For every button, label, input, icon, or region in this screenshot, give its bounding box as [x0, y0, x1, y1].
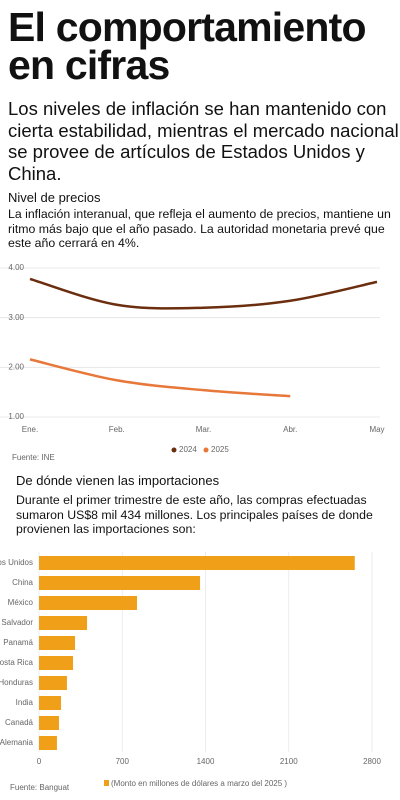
x-tick-label: Mar.: [196, 425, 212, 434]
chart-title: De dónde vienen las importaciones: [16, 473, 220, 488]
line-series: [29, 277, 378, 310]
chart-description: Durante el primer trimestre de este año,…: [16, 493, 373, 536]
title: El comportamiento en cifras: [8, 4, 367, 88]
y-tick-label: 2.00: [8, 362, 24, 371]
y-tick-label: México: [8, 598, 34, 607]
bar: [39, 556, 355, 570]
bar: [39, 676, 67, 690]
x-tick-label: Feb.: [109, 425, 125, 434]
x-tick-label: 2800: [363, 757, 381, 766]
y-tick-label: Costa Rica: [0, 658, 34, 667]
y-tick-label: El Salvador: [0, 618, 33, 627]
x-tick-label: 1400: [197, 757, 215, 766]
y-tick-label: Panamá: [3, 638, 33, 647]
bar: [39, 736, 57, 750]
legend-swatch: [203, 447, 209, 453]
subtitle: Los niveles de inflación se han mantenid…: [8, 98, 399, 184]
source: Fuente: INE: [12, 453, 55, 462]
x-tick-label: 0: [37, 757, 42, 766]
x-tick-label: Ene.: [22, 425, 38, 434]
chart-description: La inflación interanual, que refleja el …: [8, 207, 391, 250]
bar: [39, 576, 201, 590]
bar: [39, 696, 62, 710]
bar: [39, 716, 59, 730]
legend-swatch: [171, 447, 177, 453]
y-tick-label: China: [12, 578, 33, 587]
y-tick-label: Estados Unidos: [0, 558, 33, 567]
bar: [39, 596, 137, 610]
legend-label: 2025: [211, 445, 229, 454]
x-tick-label: Abr.: [283, 425, 297, 434]
bar: [39, 616, 88, 630]
y-tick-label: Canadá: [5, 718, 34, 727]
y-tick-label: India: [16, 698, 34, 707]
legend-label: 2024: [179, 445, 197, 454]
y-tick-label: 4.00: [8, 263, 24, 272]
bar: [39, 656, 74, 670]
y-tick-label: 3.00: [8, 313, 24, 322]
x-tick-label: May: [369, 425, 384, 434]
x-tick-label: 2100: [280, 757, 298, 766]
source: Fuente: Banguat: [10, 783, 70, 792]
chart-title: Nivel de precios: [8, 190, 101, 205]
y-tick-label: Alemania: [0, 738, 34, 747]
bar: [39, 636, 76, 650]
axis-note: (Monto en millones de dólares a marzo de…: [111, 779, 287, 788]
x-tick-label: 700: [116, 757, 130, 766]
y-tick-label: Honduras: [0, 678, 33, 687]
legend-swatch: [104, 780, 109, 786]
y-tick-label: 1.00: [8, 412, 24, 421]
line-series: [29, 358, 291, 398]
